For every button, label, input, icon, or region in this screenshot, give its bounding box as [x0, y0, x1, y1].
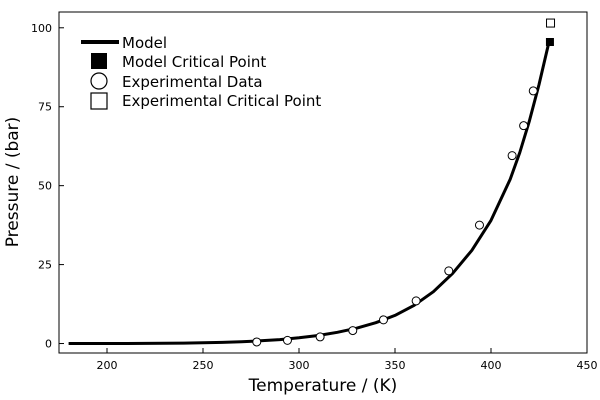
experimental-data-point: [348, 326, 358, 336]
model-line: [68, 43, 551, 345]
x-tick-label: 300: [289, 359, 310, 372]
y-axis-ticks: 0 25 50 75 100: [31, 22, 64, 351]
series-layer: [68, 18, 556, 347]
experimental-data-point: [474, 220, 484, 230]
x-tick-label: 450: [577, 359, 598, 372]
y-tick-label: 75: [38, 101, 52, 114]
legend-model-critical-point-swatch: [91, 53, 107, 69]
legend: Model Model Critical Point Experimental …: [81, 34, 321, 110]
x-axis-label: Temperature / (K): [248, 376, 398, 396]
y-tick-label: 25: [38, 259, 52, 272]
experimental-data-point: [444, 266, 454, 276]
plot-frame: [58, 11, 588, 354]
legend-experimental-data-label: Experimental Data: [122, 73, 263, 91]
x-axis-ticks: 200 250 300 350 400 450: [97, 348, 598, 372]
experimental-data-point: [378, 315, 388, 325]
y-axis-label: Pressure / (bar): [3, 117, 23, 248]
legend-experimental-critical-point-label: Experimental Critical Point: [122, 92, 321, 110]
experimental-data-point: [519, 121, 529, 131]
legend-model-label: Model: [122, 34, 167, 52]
experimental-data-point: [252, 337, 262, 347]
y-tick-label: 100: [31, 22, 52, 35]
x-tick-label: 250: [193, 359, 214, 372]
x-tick-label: 400: [481, 359, 502, 372]
y-tick-label: 50: [38, 180, 52, 193]
x-tick-label: 200: [97, 359, 118, 372]
experimental-critical-point: [546, 18, 556, 28]
legend-experimental-data-swatch: [90, 72, 108, 90]
experimental-data-point: [507, 151, 517, 161]
y-tick-label: 0: [45, 338, 52, 351]
experimental-data-point: [528, 86, 538, 96]
x-tick-label: 350: [385, 359, 406, 372]
legend-model-critical-point-label: Model Critical Point: [122, 53, 266, 71]
experimental-data-point: [315, 332, 325, 342]
legend-experimental-critical-point-swatch: [90, 92, 108, 110]
model-critical-point: [545, 37, 554, 46]
experimental-data-point: [282, 335, 292, 345]
experimental-data-point: [411, 296, 421, 306]
